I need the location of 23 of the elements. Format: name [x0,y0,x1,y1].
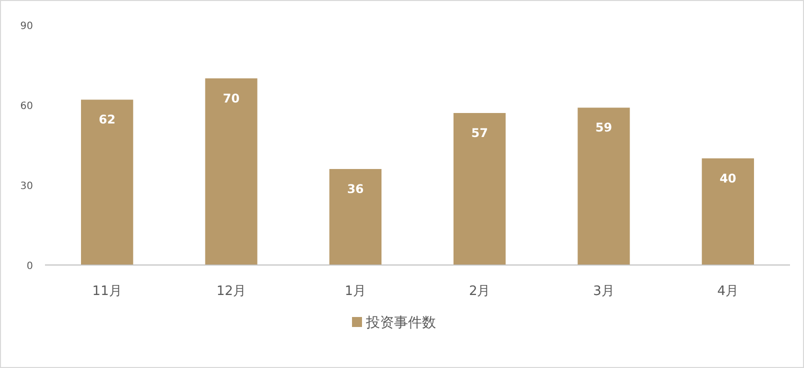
y-tick-label: 90 [20,21,33,32]
data-label: 70 [222,91,240,106]
bar [578,108,630,265]
data-label: 62 [98,112,116,127]
data-label: 59 [595,120,612,135]
y-tick-label: 0 [26,261,33,272]
bar [454,113,506,265]
bar [205,78,258,265]
data-label: 40 [720,171,736,186]
bar [329,169,382,265]
x-tick-label: 4月 [717,284,739,299]
data-label: 36 [347,182,364,196]
legend-label: 投资事件数 [365,315,436,331]
x-tick-label: 12月 [216,284,246,299]
y-tick-label: 30 [20,181,33,192]
x-tick-label: 2月 [468,284,490,299]
x-tick-label: 1月 [344,284,366,299]
x-tick-label: 3月 [593,284,614,299]
data-label: 57 [471,126,488,140]
x-tick-label: 11月 [92,284,122,299]
y-tick-label: 60 [20,101,33,112]
bar [81,100,134,265]
bar [702,158,754,265]
